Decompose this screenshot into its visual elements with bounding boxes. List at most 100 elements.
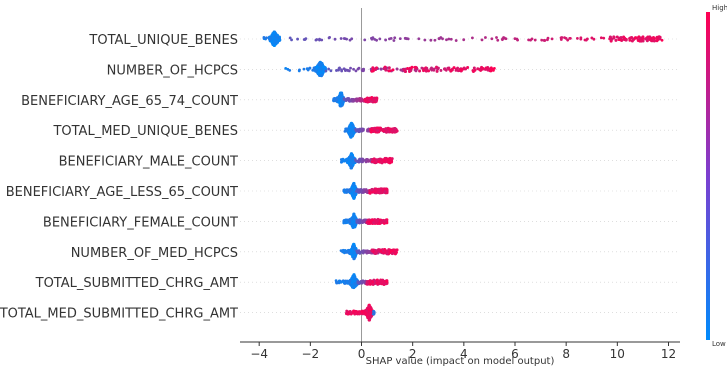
data-point bbox=[354, 310, 358, 314]
feature-label: BENEFICIARY_AGE_65_74_COUNT bbox=[21, 94, 238, 109]
data-point bbox=[424, 69, 428, 73]
data-point bbox=[350, 248, 354, 252]
data-point bbox=[345, 279, 349, 283]
data-point bbox=[379, 67, 383, 71]
data-point bbox=[306, 68, 310, 72]
x-axis: −4 −2 0 2 4 6 8 10 12 bbox=[240, 341, 680, 361]
data-point bbox=[272, 39, 276, 43]
data-point bbox=[641, 36, 645, 40]
data-point bbox=[367, 250, 370, 253]
data-point bbox=[284, 66, 288, 70]
data-point bbox=[352, 279, 356, 283]
points-layer bbox=[262, 30, 664, 322]
data-point bbox=[484, 36, 487, 39]
feature-label: BENEFICIARY_AGE_LESS_65_COUNT bbox=[6, 185, 238, 200]
data-point bbox=[345, 220, 349, 224]
data-point bbox=[379, 157, 383, 161]
data-point bbox=[371, 66, 375, 70]
data-point bbox=[340, 100, 344, 104]
data-point bbox=[342, 218, 346, 222]
data-point bbox=[329, 69, 333, 73]
data-point bbox=[339, 249, 343, 252]
data-point bbox=[395, 248, 399, 252]
data-point bbox=[612, 35, 616, 39]
data-point bbox=[484, 66, 488, 70]
data-point bbox=[379, 126, 383, 130]
data-point bbox=[351, 284, 355, 289]
data-point bbox=[355, 189, 359, 193]
data-point bbox=[405, 37, 408, 41]
data-point bbox=[390, 129, 394, 133]
data-point bbox=[452, 66, 456, 70]
data-point bbox=[490, 37, 494, 41]
data-point bbox=[579, 36, 583, 40]
data-point bbox=[353, 250, 357, 254]
data-point bbox=[513, 37, 517, 41]
data-point bbox=[339, 37, 343, 40]
data-point bbox=[335, 98, 339, 101]
data-point bbox=[356, 250, 359, 254]
data-point bbox=[345, 309, 349, 313]
data-point bbox=[359, 189, 363, 193]
data-point bbox=[296, 37, 299, 41]
data-point bbox=[347, 281, 351, 285]
data-point bbox=[342, 159, 346, 163]
data-point bbox=[376, 129, 380, 132]
data-point bbox=[271, 36, 275, 40]
data-point bbox=[373, 38, 377, 41]
data-point bbox=[339, 280, 343, 284]
data-point bbox=[563, 36, 566, 39]
data-point bbox=[347, 189, 350, 193]
data-point bbox=[362, 159, 365, 163]
feature-labels: TOTAL_UNIQUE_BENES NUMBER_OF_HCPCS BENEFIC… bbox=[0, 33, 238, 322]
data-point bbox=[290, 38, 293, 42]
data-point bbox=[380, 220, 384, 224]
x-tick-label: 10 bbox=[610, 347, 625, 361]
data-point bbox=[443, 67, 447, 71]
data-point bbox=[527, 38, 530, 42]
data-point bbox=[415, 66, 419, 70]
data-point bbox=[268, 37, 272, 41]
data-point bbox=[495, 36, 498, 39]
feature-label: TOTAL_MED_UNIQUE_BENES bbox=[52, 124, 238, 139]
data-point bbox=[345, 37, 348, 41]
data-point bbox=[368, 189, 372, 193]
data-point bbox=[546, 38, 549, 42]
data-point bbox=[355, 159, 358, 163]
data-point bbox=[373, 67, 377, 71]
x-axis-label: SHAP value (impact on model output) bbox=[366, 356, 555, 367]
data-point bbox=[314, 69, 318, 73]
data-point bbox=[576, 37, 579, 40]
data-point bbox=[393, 130, 397, 134]
data-point bbox=[417, 37, 421, 41]
data-point bbox=[385, 279, 389, 283]
data-point bbox=[466, 65, 470, 69]
data-point bbox=[358, 157, 362, 161]
data-point bbox=[492, 68, 495, 72]
data-point bbox=[339, 91, 344, 95]
data-point bbox=[337, 67, 341, 70]
data-point bbox=[550, 37, 554, 41]
data-point bbox=[288, 69, 292, 72]
data-point bbox=[327, 67, 330, 71]
data-point bbox=[393, 126, 397, 130]
data-point bbox=[651, 36, 655, 40]
data-point bbox=[496, 38, 500, 42]
data-point bbox=[429, 38, 433, 42]
data-point bbox=[644, 37, 648, 41]
data-point bbox=[357, 218, 361, 222]
data-point bbox=[389, 37, 393, 40]
data-point bbox=[433, 38, 437, 42]
data-point bbox=[480, 38, 484, 42]
data-point bbox=[476, 67, 480, 71]
data-point bbox=[370, 187, 374, 191]
data-point bbox=[376, 219, 380, 223]
x-tick-label: 2 bbox=[409, 347, 417, 361]
data-point bbox=[372, 157, 376, 161]
data-point bbox=[639, 39, 643, 43]
data-point bbox=[387, 248, 391, 252]
data-point bbox=[352, 183, 356, 187]
data-point bbox=[365, 96, 369, 100]
